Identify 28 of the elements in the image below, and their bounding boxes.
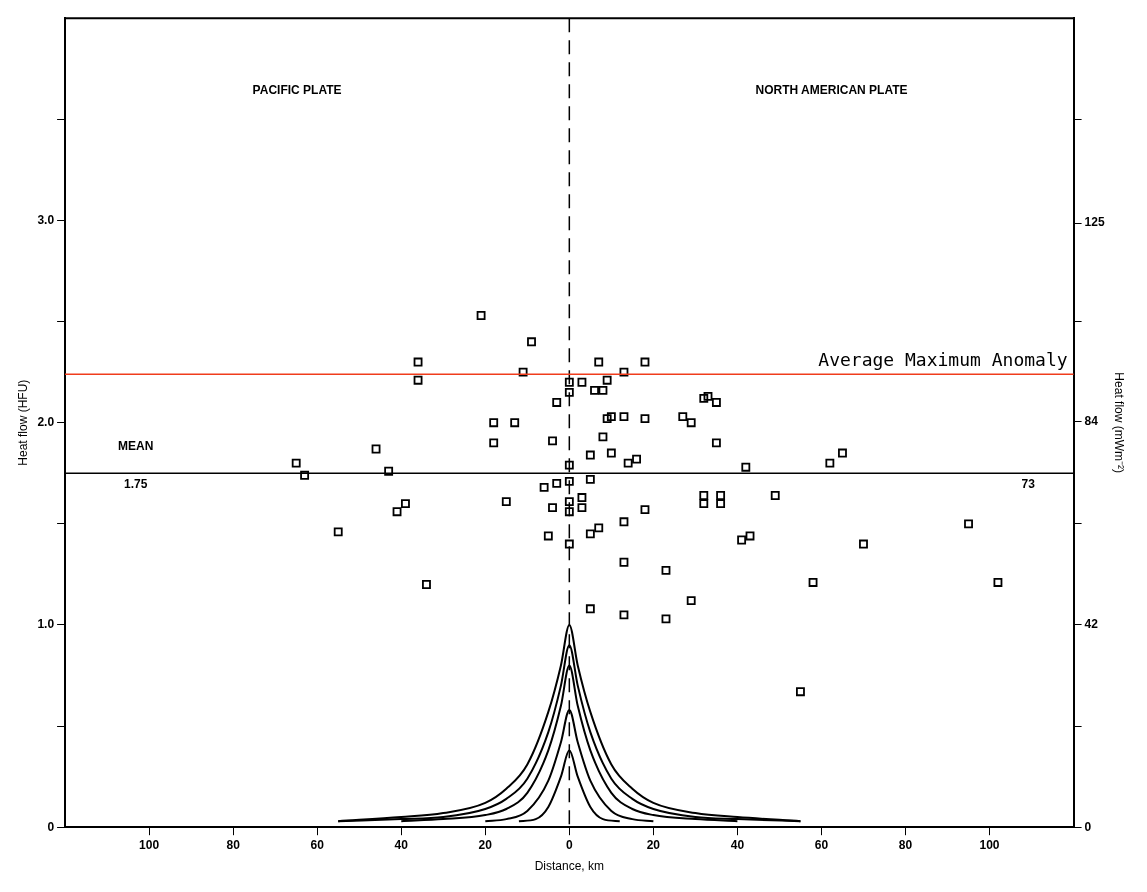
x-tick-label: 100 bbox=[979, 837, 1000, 852]
x-tick-label: 40 bbox=[730, 837, 745, 852]
y-tick-label: 0 bbox=[47, 819, 55, 834]
y2-tick-label: 125 bbox=[1084, 215, 1105, 230]
x-tick-label: 80 bbox=[898, 837, 913, 852]
y-axis-title: Heat flow (HFU) bbox=[15, 379, 30, 466]
y-tick-label: 1.0 bbox=[37, 617, 55, 632]
x-tick-label: 60 bbox=[814, 837, 829, 852]
x-tick-label: 20 bbox=[646, 837, 661, 852]
y2-tick-label: 42 bbox=[1084, 616, 1099, 631]
x-tick-label: 80 bbox=[226, 837, 241, 852]
annotation: NORTH AMERICAN PLATE bbox=[755, 83, 908, 98]
x-tick-label: 100 bbox=[139, 837, 160, 852]
y-tick-label: 2.0 bbox=[37, 415, 55, 430]
annotation: 1.75 bbox=[124, 477, 148, 492]
annotation: 73 bbox=[1021, 477, 1036, 492]
y2-tick-label: 0 bbox=[1084, 819, 1092, 834]
x-axis-title: Distance, km bbox=[534, 859, 605, 874]
annotation: MEAN bbox=[118, 439, 154, 454]
x-tick-label: 20 bbox=[478, 837, 493, 852]
annotation: PACIFIC PLATE bbox=[252, 83, 342, 98]
ref-line-label: Average Maximum Anomaly bbox=[818, 348, 1068, 370]
y2-tick-label: 84 bbox=[1084, 413, 1099, 428]
x-tick-label: 0 bbox=[565, 837, 573, 852]
x-tick-label: 60 bbox=[310, 837, 325, 852]
y2-axis-title: Heat flow (mWm⁻²) bbox=[1112, 372, 1127, 474]
x-tick-label: 40 bbox=[394, 837, 409, 852]
y-tick-label: 3.0 bbox=[37, 212, 55, 227]
